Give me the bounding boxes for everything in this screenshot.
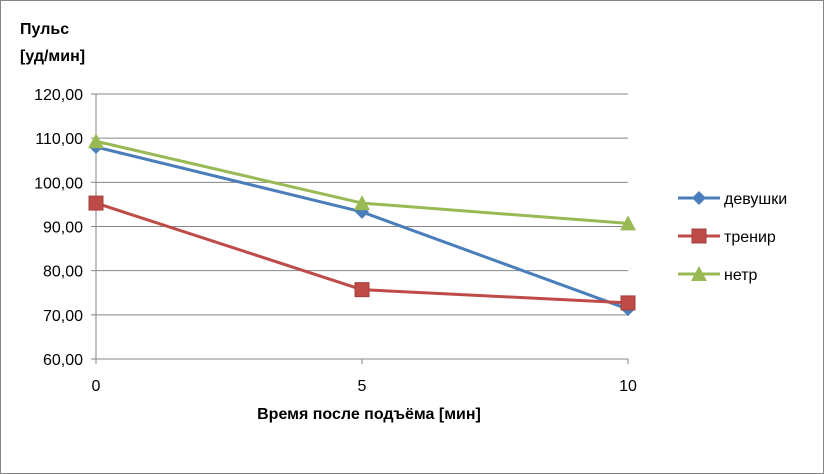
legend-marker [691,266,707,281]
legend-label: нетр [724,267,758,284]
data-point [620,215,636,231]
data-point [354,282,370,298]
data-point [354,195,370,211]
y-tick-label: 120,00 [34,87,83,104]
legend-label: девушки [724,191,787,208]
x-tick-label: 5 [358,378,367,395]
series-layer [88,133,636,317]
y-tick-label: 80,00 [43,264,83,281]
x-tick-label: 0 [92,378,101,395]
y-tick-label: 110,00 [35,131,83,148]
legend-marker [692,191,706,205]
x-axis-title: Время после подъёма [мин] [257,406,481,423]
data-point [88,195,104,211]
data-point [88,133,104,149]
y-tick-label: 90,00 [43,220,83,237]
y-axis-title-line-2: [уд/мин] [20,48,85,65]
y-tick-label: 100,00 [34,175,83,192]
legend-label: тренир [724,229,776,246]
x-tick-label: 10 [619,378,637,395]
legend-marker [691,228,707,244]
legend: девушки тренир нетр [678,191,787,284]
data-point [620,295,636,311]
y-tick-label: 60,00 [43,352,83,369]
tick-labels: 60,00 70,00 80,00 90,00 100,00 110,00 120,00 0 5… [34,87,637,395]
grid [96,93,628,316]
y-tick-label: 70,00 [43,308,83,325]
y-axis-title-line-1: Пульс [20,21,69,38]
